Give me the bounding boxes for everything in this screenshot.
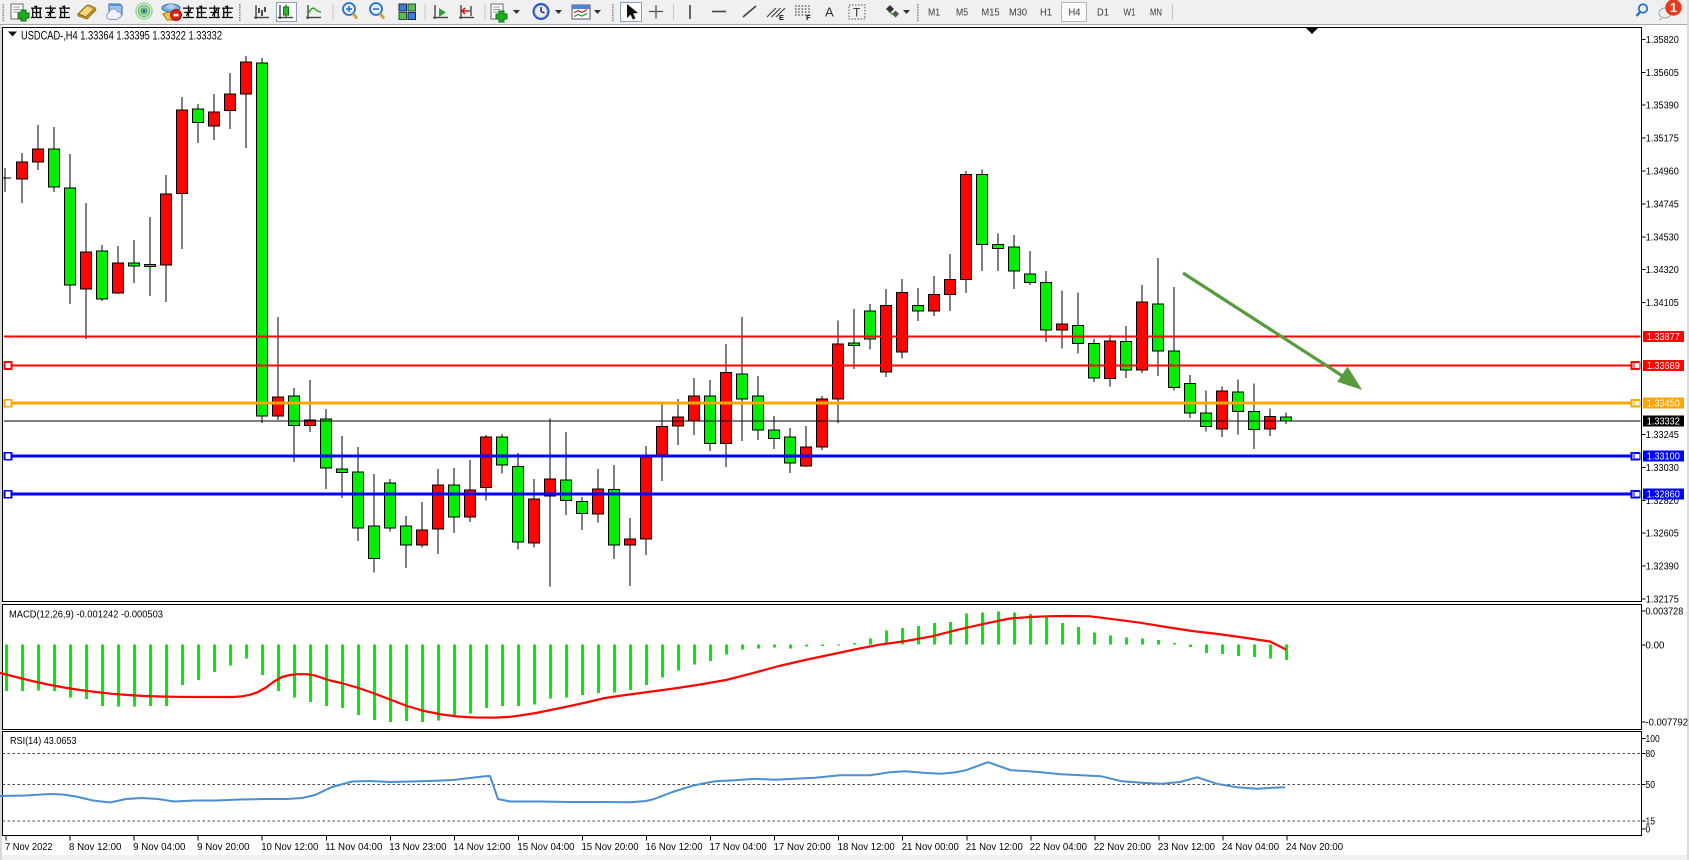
svg-text:RSI(14) 43.0653: RSI(14) 43.0653 [10, 735, 77, 747]
svg-text:0.003728: 0.003728 [1646, 607, 1684, 618]
svg-text:1.33245: 1.33245 [1646, 430, 1679, 441]
svg-text:13 Nov 23:00: 13 Nov 23:00 [389, 841, 446, 853]
svg-text:17 Nov 20:00: 17 Nov 20:00 [774, 841, 831, 853]
svg-text:23 Nov 12:00: 23 Nov 12:00 [1158, 841, 1215, 853]
svg-text:22 Nov 20:00: 22 Nov 20:00 [1094, 841, 1151, 853]
svg-text:24 Nov 20:00: 24 Nov 20:00 [1286, 841, 1343, 853]
svg-text:M30: M30 [1009, 7, 1027, 19]
svg-text:1.33450: 1.33450 [1647, 399, 1680, 410]
svg-text:21 Nov 00:00: 21 Nov 00:00 [902, 841, 959, 853]
svg-text:1.34960: 1.34960 [1646, 167, 1679, 178]
svg-text:T: T [853, 6, 861, 20]
svg-text:10 Nov 12:00: 10 Nov 12:00 [261, 841, 318, 853]
svg-text:1.34745: 1.34745 [1646, 199, 1679, 210]
svg-text:9 Nov 20:00: 9 Nov 20:00 [197, 841, 250, 853]
svg-text:17 Nov 04:00: 17 Nov 04:00 [710, 841, 767, 853]
svg-text:W1: W1 [1124, 7, 1136, 19]
svg-text:1.34105: 1.34105 [1646, 298, 1679, 309]
svg-text:21 Nov 12:00: 21 Nov 12:00 [966, 841, 1023, 853]
svg-text:H1: H1 [1040, 7, 1052, 19]
svg-text:11 Nov 04:00: 11 Nov 04:00 [325, 841, 382, 853]
svg-text:14 Nov 12:00: 14 Nov 12:00 [453, 841, 510, 853]
svg-text:80: 80 [1646, 749, 1656, 760]
svg-text:MN: MN [1150, 7, 1162, 19]
svg-text:1: 1 [1670, 1, 1677, 15]
svg-text:1.32390: 1.32390 [1646, 561, 1679, 572]
svg-text:1.32175: 1.32175 [1646, 594, 1679, 605]
svg-text:7 Nov 2022: 7 Nov 2022 [5, 841, 53, 853]
svg-text:F: F [806, 13, 811, 22]
svg-text:M5: M5 [956, 7, 968, 19]
svg-text:100: 100 [1646, 734, 1661, 745]
svg-text:H4: H4 [1069, 7, 1081, 19]
svg-text:-0.007792: -0.007792 [1646, 718, 1689, 729]
svg-text:M1: M1 [928, 7, 940, 19]
svg-text:1.35175: 1.35175 [1646, 134, 1679, 145]
svg-text:1.33689: 1.33689 [1647, 361, 1680, 372]
svg-text:1.32605: 1.32605 [1646, 529, 1679, 540]
svg-text:24 Nov 04:00: 24 Nov 04:00 [1222, 841, 1279, 853]
svg-text:8 Nov 12:00: 8 Nov 12:00 [69, 841, 122, 853]
svg-text:0.00: 0.00 [1646, 641, 1665, 652]
svg-text:M15: M15 [982, 7, 1000, 19]
svg-text:1.32820: 1.32820 [1646, 496, 1679, 507]
svg-text:1.35605: 1.35605 [1646, 68, 1679, 79]
svg-text:1.32860: 1.32860 [1647, 490, 1680, 501]
svg-text:1.33030: 1.33030 [1646, 463, 1679, 474]
svg-text:1.34320: 1.34320 [1646, 265, 1679, 276]
svg-text:0: 0 [1646, 825, 1651, 836]
svg-text:22 Nov 04:00: 22 Nov 04:00 [1030, 841, 1087, 853]
svg-text:50: 50 [1646, 780, 1656, 791]
svg-text:MACD(12,26,9) -0.001242 -0.000: MACD(12,26,9) -0.001242 -0.000503 [9, 609, 163, 621]
svg-text:1.34530: 1.34530 [1646, 232, 1679, 243]
svg-text:D1: D1 [1097, 7, 1109, 19]
svg-text:1.33877: 1.33877 [1647, 332, 1680, 343]
svg-text:9 Nov 04:00: 9 Nov 04:00 [133, 841, 186, 853]
svg-text:1.33332: 1.33332 [1647, 417, 1680, 428]
svg-text:15 Nov 20:00: 15 Nov 20:00 [581, 841, 638, 853]
svg-text:16 Nov 12:00: 16 Nov 12:00 [646, 841, 703, 853]
svg-text:1.35390: 1.35390 [1646, 101, 1679, 112]
svg-text:E: E [779, 13, 784, 22]
svg-text:18 Nov 12:00: 18 Nov 12:00 [838, 841, 895, 853]
svg-text:15 Nov 04:00: 15 Nov 04:00 [517, 841, 574, 853]
svg-text:USDCAD-,H4 1.33364 1.33395 1.: USDCAD-,H4 1.33364 1.33395 1.33322 1.333… [21, 31, 222, 43]
svg-text:15: 15 [1646, 817, 1656, 828]
svg-text:A: A [825, 5, 834, 20]
svg-text:1.33100: 1.33100 [1647, 452, 1680, 463]
svg-text:1.35820: 1.35820 [1646, 35, 1679, 46]
